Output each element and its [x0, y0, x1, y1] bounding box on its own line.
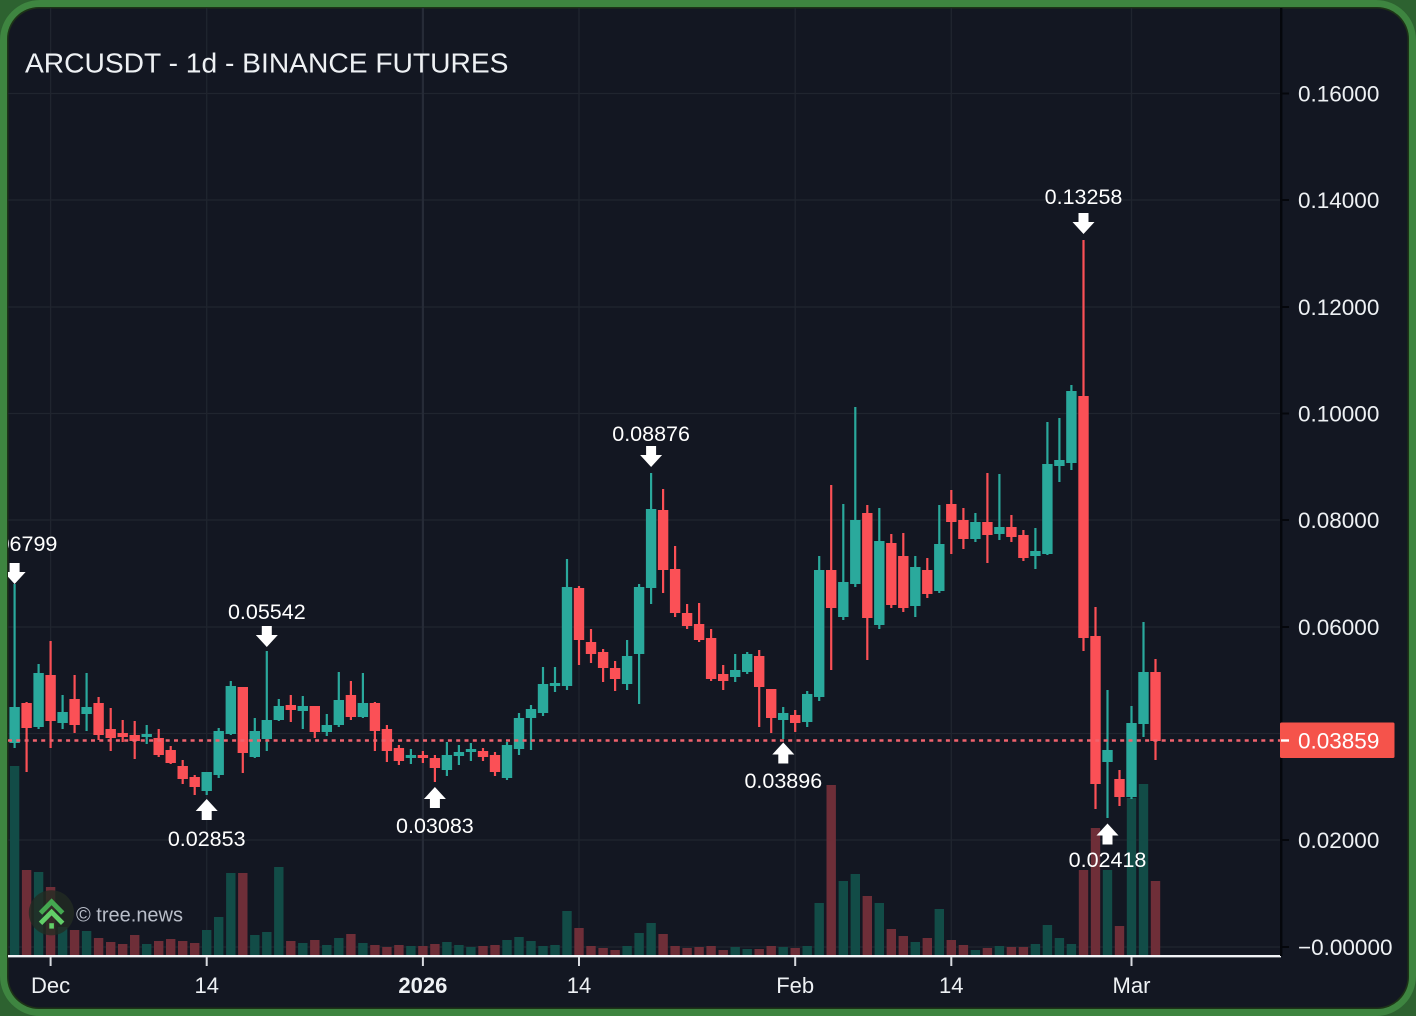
- svg-text:Dec: Dec: [31, 973, 70, 998]
- svg-text:0.10000: 0.10000: [1298, 402, 1379, 427]
- svg-text:0.06799: 0.06799: [0, 532, 57, 556]
- svg-text:0.02418: 0.02418: [1069, 848, 1147, 872]
- svg-text:0.03896: 0.03896: [744, 769, 822, 793]
- svg-text:0.03859: 0.03859: [1298, 729, 1379, 754]
- svg-text:14: 14: [194, 973, 218, 998]
- svg-text:ARCUSDT - 1d - BINANCE FUTURES: ARCUSDT - 1d - BINANCE FUTURES: [25, 47, 508, 79]
- svg-text:14: 14: [939, 973, 963, 998]
- svg-text:Mar: Mar: [1113, 973, 1151, 998]
- svg-text:0.03083: 0.03083: [396, 814, 474, 838]
- svg-text:0.05542: 0.05542: [228, 600, 306, 624]
- svg-text:0.13258: 0.13258: [1045, 185, 1123, 209]
- svg-text:0.02853: 0.02853: [168, 827, 246, 851]
- svg-text:0.16000: 0.16000: [1298, 82, 1379, 107]
- svg-text:0.06000: 0.06000: [1298, 615, 1379, 640]
- svg-text:0.12000: 0.12000: [1298, 295, 1379, 320]
- svg-text:0.08876: 0.08876: [612, 422, 690, 446]
- svg-text:14: 14: [567, 973, 591, 998]
- svg-text:−0.00000: −0.00000: [1298, 935, 1392, 960]
- svg-text:© tree.news: © tree.news: [76, 905, 183, 927]
- svg-text:0.02000: 0.02000: [1298, 828, 1379, 853]
- svg-text:0.08000: 0.08000: [1298, 508, 1379, 533]
- svg-text:Feb: Feb: [776, 973, 814, 998]
- svg-text:2026: 2026: [398, 973, 447, 998]
- svg-text:0.14000: 0.14000: [1298, 188, 1379, 213]
